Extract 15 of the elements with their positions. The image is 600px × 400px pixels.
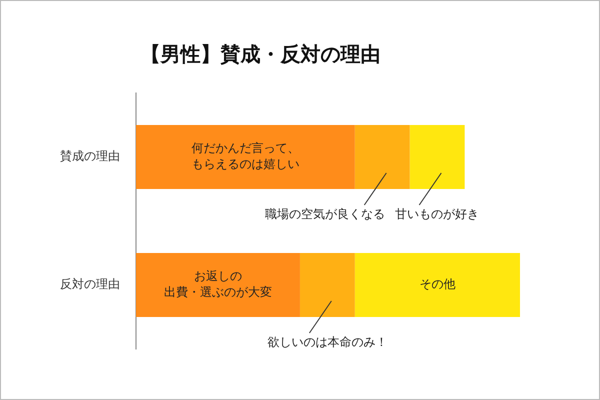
bar (300, 253, 355, 317)
chart-title: 【男性】賛成・反対の理由 (140, 42, 380, 66)
bar (354, 125, 410, 189)
annotation: 何だかんだ言って、もらえるのは嬉しい (191, 141, 300, 172)
annotation: 職場の空気が良くなる (265, 207, 386, 222)
bar (410, 125, 465, 189)
bar (354, 253, 520, 317)
annotation: その他 (419, 277, 456, 292)
annotation: 甘いものが好き (395, 207, 480, 222)
annotation: 欲しいのは本命のみ！ (267, 335, 388, 350)
annotation: お返しの出費・選ぶのが大変 (164, 269, 272, 300)
y-tick-label: 反対の理由 (60, 277, 120, 292)
bar (136, 125, 355, 189)
bar (136, 253, 300, 317)
y-tick-label: 賛成の理由 (60, 149, 120, 164)
